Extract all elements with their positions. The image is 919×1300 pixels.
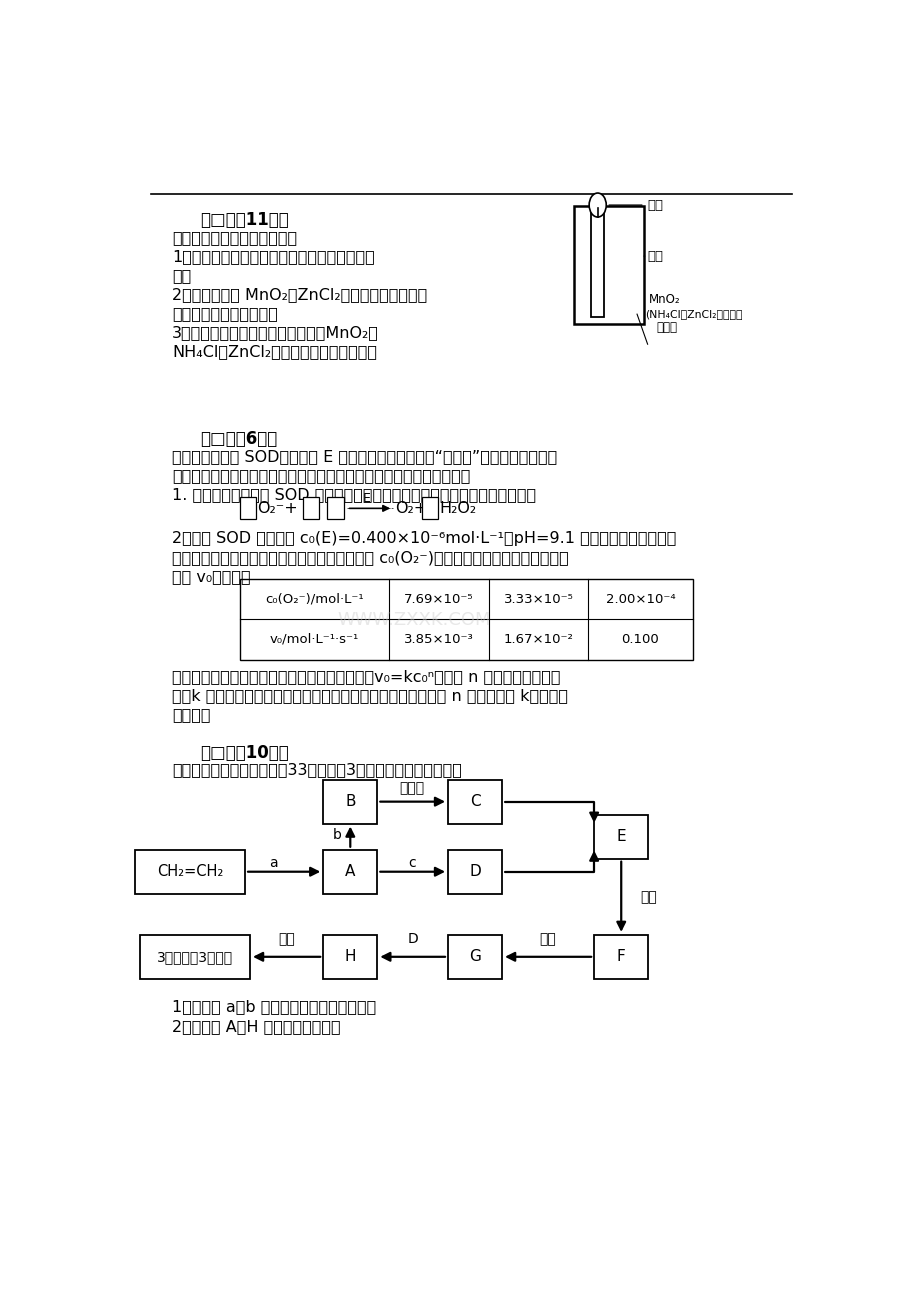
Bar — [590, 208, 604, 317]
Text: 数，k 为速率常数。试根据测定数据确定该歧化反应的反应级数 n 和速率常数 k。要求计: 数，k 为速率常数。试根据测定数据确定该歧化反应的反应级数 n 和速率常数 k。… — [172, 689, 567, 703]
Text: H: H — [345, 949, 356, 965]
Text: 1. 超氧离子在催化剂 SOD 存在下发生如下反应，请完成该反应的离子方程式：: 1. 超氧离子在催化剂 SOD 存在下发生如下反应，请完成该反应的离子方程式： — [172, 488, 536, 502]
Text: 下生命体代谢过程产生的超氧离子才不致过多积存而使人体过早衰老：: 下生命体代谢过程产生的超氧离子才不致过多积存而使人体过早衰老： — [172, 468, 470, 484]
Text: 第□题（6分）: 第□题（6分） — [200, 430, 278, 448]
Bar — [323, 780, 377, 824]
Text: 学研究，在常温下测得不同超氧离子的初始浓度 c₀(O₂⁻)下超氧化物歧化反应的初始反应: 学研究，在常温下测得不同超氧离子的初始浓度 c₀(O₂⁻)下超氧化物歧化反应的初… — [172, 550, 568, 566]
Text: 水解: 水解 — [640, 889, 656, 903]
Text: 锥皮: 锥皮 — [646, 250, 663, 263]
Text: 3.33×10⁻⁵: 3.33×10⁻⁵ — [503, 593, 573, 606]
Text: CH₂=CH₂: CH₂=CH₂ — [156, 864, 222, 879]
Text: 2．电池中所加 MnO₂、ZnCl₂、淠粉糊有何作用？: 2．电池中所加 MnO₂、ZnCl₂、淠粉糊有何作用？ — [172, 287, 426, 302]
Text: 3－甲基－3－戊醇: 3－甲基－3－戊醇 — [156, 950, 233, 963]
Text: c: c — [407, 855, 415, 870]
Text: 已知该歧化反应在常温下的速率方程可表示为：v₀=kc₀ⁿ，其中 n 为该反应的反应级: 已知该歧化反应在常温下的速率方程可表示为：v₀=kc₀ⁿ，其中 n 为该反应的反… — [172, 670, 560, 685]
Text: 速率 v₀如下表：: 速率 v₀如下表： — [172, 569, 250, 585]
Text: E: E — [616, 829, 625, 844]
Text: 2.00×10⁻⁴: 2.00×10⁻⁴ — [605, 593, 675, 606]
Text: O₂+: O₂+ — [395, 500, 427, 516]
Text: 催化剂: 催化剂 — [399, 781, 424, 796]
Bar — [323, 850, 377, 893]
Bar — [594, 935, 648, 979]
Text: 1.67×10⁻²: 1.67×10⁻² — [503, 633, 573, 646]
Bar — [323, 935, 377, 979]
Circle shape — [588, 192, 606, 217]
Text: NH₄Cl、ZnCl₂等物质？简述实验步骤。: NH₄Cl、ZnCl₂等物质？简述实验步骤。 — [172, 344, 377, 359]
Text: v₀/mol·L⁻¹·s⁻¹: v₀/mol·L⁻¹·s⁻¹ — [269, 633, 358, 646]
Bar — [240, 580, 692, 659]
Text: 氧化: 氧化 — [539, 932, 556, 946]
Bar — [327, 498, 344, 520]
Text: B: B — [345, 794, 355, 809]
Text: 右图为干电池的基本构造图。: 右图为干电池的基本构造图。 — [172, 230, 297, 246]
Text: 式。: 式。 — [172, 268, 191, 283]
Text: D: D — [407, 932, 417, 946]
Text: 算过程。: 算过程。 — [172, 707, 210, 723]
Text: F: F — [616, 949, 625, 965]
Text: 3.85×10⁻³: 3.85×10⁻³ — [403, 633, 473, 646]
Bar — [448, 935, 502, 979]
Bar — [421, 498, 437, 520]
Text: 水解: 水解 — [278, 932, 295, 946]
Text: H₂O₂: H₂O₂ — [439, 500, 476, 516]
Text: 超氧化物歧化酶 SOD（本题用 E 为代号）是生命体中的“清道夫”，在它的催化作用: 超氧化物歧化酶 SOD（本题用 E 为代号）是生命体中的“清道夫”，在它的催化作… — [172, 450, 557, 464]
Text: O₂⁻+: O₂⁻+ — [257, 500, 298, 516]
Text: 1．请写出 a～b 所代表的无机反应物及溶剂: 1．请写出 a～b 所代表的无机反应物及溶剂 — [172, 998, 376, 1014]
Bar — [594, 815, 648, 859]
Text: 第□题（11分）: 第□题（11分） — [200, 211, 289, 229]
Text: (NH₄Cl、ZnCl₂、炭黑等: (NH₄Cl、ZnCl₂、炭黑等 — [645, 309, 743, 320]
Bar — [302, 498, 319, 520]
Text: WWW.ZXXK.COM: WWW.ZXXK.COM — [337, 611, 491, 629]
Text: c₀(O₂⁻)/mol·L⁻¹: c₀(O₂⁻)/mol·L⁻¹ — [265, 593, 363, 606]
Text: b: b — [332, 828, 341, 841]
Text: 乙烯和必要的无机原料合成33－甲基－3－戊醇，合成路线如下：: 乙烯和必要的无机原料合成33－甲基－3－戊醇，合成路线如下： — [172, 763, 461, 777]
Text: 0.100: 0.100 — [621, 633, 659, 646]
Bar — [573, 205, 643, 324]
Text: E: E — [363, 491, 370, 504]
Bar — [134, 850, 244, 893]
Text: 炭棒: 炭棒 — [646, 199, 663, 212]
Text: 有反应的请写出方程式。: 有反应的请写出方程式。 — [172, 306, 278, 321]
Text: a: a — [268, 855, 278, 870]
Text: A: A — [345, 864, 355, 879]
Text: 2．请写出 A～H 物质的结构简式：: 2．请写出 A～H 物质的结构简式： — [172, 1019, 340, 1034]
Bar — [448, 780, 502, 824]
Text: 1．写出干电池工作时负极、正极上的电极反应: 1．写出干电池工作时负极、正极上的电极反应 — [172, 250, 374, 264]
Bar — [448, 850, 502, 893]
Text: D: D — [469, 864, 481, 879]
Text: 淠粉糊: 淠粉糊 — [656, 321, 677, 334]
Bar — [240, 498, 255, 520]
Text: 2．今在 SOD 的浓度为 c₀(E)=0.400×10⁻⁶mol·L⁻¹，pH=9.1 的缓冲溶液中进行动力: 2．今在 SOD 的浓度为 c₀(E)=0.400×10⁻⁶mol·L⁻¹，pH… — [172, 532, 675, 546]
Text: G: G — [469, 949, 481, 965]
Text: 3．如何从废旧干电池中回收炭棒、MnO₂、: 3．如何从废旧干电池中回收炭棒、MnO₂、 — [172, 325, 379, 341]
Text: C: C — [470, 794, 480, 809]
Text: MnO₂: MnO₂ — [648, 292, 680, 306]
Bar — [140, 935, 250, 979]
Text: 第□题（10分）: 第□题（10分） — [200, 744, 289, 762]
Text: 7.69×10⁻⁵: 7.69×10⁻⁵ — [403, 593, 473, 606]
